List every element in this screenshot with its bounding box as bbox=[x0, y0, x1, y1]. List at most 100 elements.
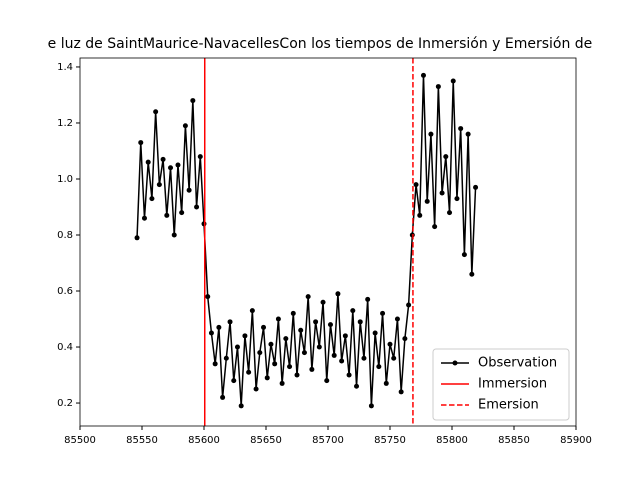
data-point bbox=[420, 72, 426, 78]
data-point bbox=[212, 361, 218, 367]
data-point bbox=[249, 308, 255, 314]
data-point bbox=[376, 364, 382, 370]
legend-label: Immersion bbox=[478, 377, 547, 392]
y-tick-label: 1.4 bbox=[57, 62, 73, 73]
data-point bbox=[406, 302, 412, 308]
data-point bbox=[398, 389, 404, 395]
data-point bbox=[350, 308, 356, 314]
data-point bbox=[153, 109, 159, 115]
data-point bbox=[223, 355, 229, 361]
y-tick-label: 1.2 bbox=[57, 118, 73, 129]
data-point bbox=[257, 350, 263, 356]
data-point bbox=[156, 182, 162, 188]
legend-label: Emersion bbox=[478, 398, 539, 413]
data-point bbox=[290, 310, 296, 316]
data-point bbox=[324, 378, 330, 384]
data-point bbox=[261, 324, 267, 330]
data-point bbox=[182, 123, 188, 129]
data-point bbox=[454, 196, 460, 202]
x-tick-label: 85900 bbox=[560, 435, 592, 446]
x-tick-label: 85600 bbox=[188, 435, 220, 446]
y-tick-label: 0.6 bbox=[57, 286, 73, 297]
chart-title: e luz de SaintMaurice-NavacellesCon los … bbox=[48, 36, 593, 52]
data-point bbox=[458, 126, 464, 132]
data-point bbox=[469, 271, 475, 277]
data-point bbox=[417, 212, 423, 218]
data-point bbox=[357, 319, 363, 325]
data-point bbox=[134, 235, 140, 241]
data-point bbox=[361, 355, 367, 361]
data-point bbox=[186, 187, 192, 193]
x-tick-label: 85500 bbox=[64, 435, 96, 446]
data-point bbox=[443, 154, 449, 160]
data-point bbox=[190, 98, 196, 104]
data-point bbox=[368, 403, 374, 409]
x-tick-label: 85800 bbox=[436, 435, 468, 446]
data-point bbox=[171, 232, 177, 238]
y-tick-label: 0.4 bbox=[57, 342, 73, 353]
data-point bbox=[387, 341, 393, 347]
data-point bbox=[194, 204, 200, 210]
data-point bbox=[145, 159, 151, 165]
data-point bbox=[279, 380, 285, 386]
data-point bbox=[272, 361, 278, 367]
x-tick-label: 85700 bbox=[312, 435, 344, 446]
data-point bbox=[175, 162, 181, 168]
data-point bbox=[231, 378, 237, 384]
data-point bbox=[283, 336, 289, 342]
data-point bbox=[383, 380, 389, 386]
y-tick-label: 0.2 bbox=[57, 398, 73, 409]
data-point bbox=[216, 324, 222, 330]
data-point bbox=[227, 319, 233, 325]
data-point bbox=[365, 296, 371, 302]
data-point bbox=[246, 369, 252, 375]
data-point bbox=[253, 386, 259, 392]
data-point bbox=[234, 344, 240, 350]
plot-frame bbox=[79, 57, 577, 427]
data-point bbox=[435, 84, 441, 90]
data-point bbox=[264, 375, 270, 381]
data-point bbox=[428, 131, 434, 137]
data-point bbox=[461, 252, 467, 258]
data-point bbox=[164, 212, 170, 218]
data-point bbox=[268, 341, 274, 347]
data-point bbox=[354, 383, 360, 389]
x-tick-label: 85850 bbox=[498, 435, 530, 446]
data-point bbox=[346, 372, 352, 378]
data-point bbox=[238, 403, 244, 409]
data-point bbox=[327, 322, 333, 328]
data-point bbox=[305, 294, 311, 300]
legend-marker bbox=[452, 360, 458, 366]
x-tick-label: 85550 bbox=[126, 435, 158, 446]
data-point bbox=[298, 327, 304, 333]
data-point bbox=[294, 372, 300, 378]
x-tick-label: 85650 bbox=[250, 435, 282, 446]
data-point bbox=[439, 190, 445, 196]
data-point bbox=[339, 358, 345, 364]
data-point bbox=[394, 316, 400, 322]
data-point bbox=[208, 330, 214, 336]
data-point bbox=[320, 299, 326, 305]
data-point bbox=[335, 291, 341, 297]
data-point bbox=[380, 310, 386, 316]
data-point bbox=[316, 344, 322, 350]
legend-box bbox=[432, 348, 570, 421]
data-point bbox=[465, 131, 471, 137]
series-line bbox=[136, 75, 477, 406]
y-tick-label: 1.0 bbox=[57, 174, 73, 185]
legend-label: Observation bbox=[478, 356, 557, 371]
data-point bbox=[168, 165, 174, 171]
data-point bbox=[275, 316, 281, 322]
data-point bbox=[432, 224, 438, 230]
data-point bbox=[413, 182, 419, 188]
data-point bbox=[301, 350, 307, 356]
y-tick-label: 0.8 bbox=[57, 230, 73, 241]
data-point bbox=[197, 154, 203, 160]
data-point bbox=[473, 184, 479, 190]
data-point bbox=[450, 78, 456, 84]
data-point bbox=[447, 210, 453, 216]
data-point bbox=[141, 215, 147, 221]
data-point bbox=[160, 156, 166, 162]
data-point bbox=[309, 366, 315, 372]
data-point bbox=[242, 333, 248, 339]
